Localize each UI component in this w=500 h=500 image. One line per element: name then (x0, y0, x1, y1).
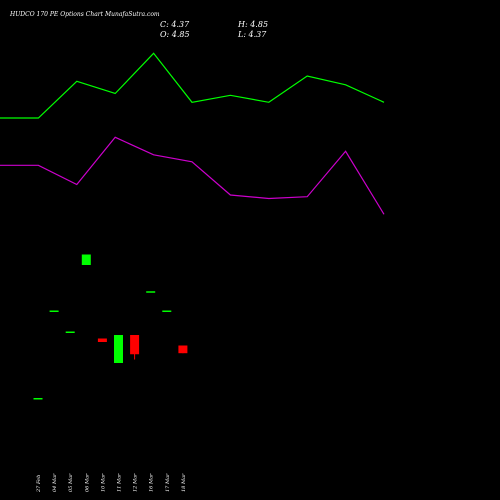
ma-long-line (0, 136, 385, 215)
low-value: L: 4.37 (237, 30, 267, 39)
date-label: 18 Mar (181, 473, 187, 492)
date-label: 27 Feb (36, 475, 42, 493)
candle (81, 254, 91, 265)
moving-average-lines (0, 52, 385, 215)
date-axis: 27 Feb 04 Mar 05 Mar 06 Mar 10 Mar 11 Mar 12 M… (36, 473, 187, 493)
candle (49, 310, 59, 312)
high-value: H: 4.85 (237, 20, 268, 29)
candle-body (97, 338, 107, 342)
candle (65, 331, 75, 333)
date-label: 11 Mar (117, 473, 123, 492)
candle (97, 338, 107, 342)
candle-body (65, 331, 75, 333)
date-label: 06 Mar (84, 473, 90, 492)
candle-body (146, 291, 156, 293)
candle-body (49, 310, 59, 312)
close-value: C: 4.37 (160, 20, 190, 29)
candle-body (162, 310, 172, 312)
candles (33, 254, 188, 400)
ma-short-line (0, 52, 385, 119)
candle-body (81, 254, 91, 265)
date-label: 12 Mar (133, 473, 139, 492)
chart-title: HUDCO 170 PE Options Chart MunafaSutra.c… (9, 11, 160, 18)
candle (162, 310, 172, 312)
open-value: O: 4.85 (160, 30, 190, 39)
candle-body (178, 345, 188, 354)
date-label: 17 Mar (165, 473, 171, 492)
date-label: 10 Mar (100, 473, 106, 492)
candle (33, 398, 43, 400)
candle-body (33, 398, 43, 400)
candle (114, 335, 123, 363)
date-label: 16 Mar (149, 473, 155, 492)
candle (178, 345, 188, 354)
date-label: 05 Mar (68, 473, 74, 492)
date-label: 04 Mar (52, 473, 58, 492)
candle-body (130, 335, 140, 355)
candle (130, 335, 140, 360)
candle-body (114, 335, 123, 363)
candle (146, 291, 156, 293)
